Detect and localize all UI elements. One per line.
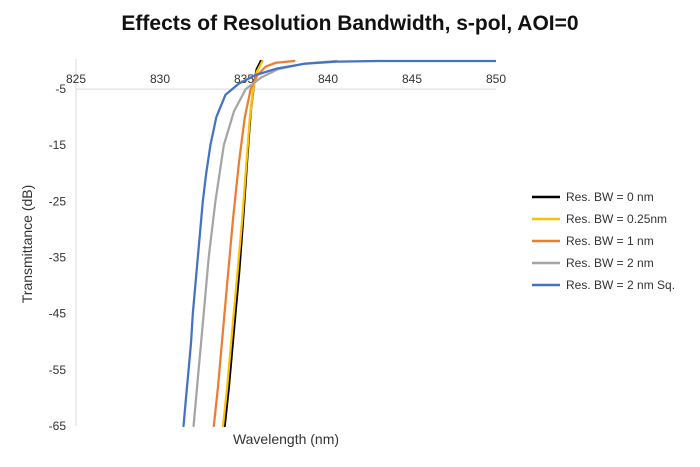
legend-item: Res. BW = 0.25nm <box>532 212 667 226</box>
legend-item: Res. BW = 2 nm Sq. <box>532 278 675 292</box>
y-tick-label: -25 <box>49 194 67 208</box>
y-tick-label: -65 <box>49 419 67 433</box>
legend-item: Res. BW = 2 nm <box>532 256 654 270</box>
x-tick-label: 850 <box>486 72 506 86</box>
legend-label: Res. BW = 2 nm <box>566 256 654 270</box>
x-tick-label: 840 <box>318 72 338 86</box>
series-line-4 <box>192 59 338 428</box>
legend-item: Res. BW = 0 nm <box>532 190 654 204</box>
y-tick-label: -55 <box>49 363 67 377</box>
y-tick-label: -35 <box>49 251 67 265</box>
series-line-2 <box>221 59 264 428</box>
axes-layer: 825 830 835 840 845 850-5-15-25-35-45-55-65 <box>49 59 506 433</box>
legend-label: Res. BW = 0 nm <box>566 190 654 204</box>
x-axis-title: Wavelength (nm) <box>233 431 339 447</box>
y-axis-title: Transmittance (dB) <box>19 185 35 304</box>
x-tick-label: 845 <box>402 72 422 86</box>
x-tick-label: 825 <box>66 72 86 86</box>
series-layer <box>182 59 496 428</box>
y-tick-label: -15 <box>49 138 67 152</box>
legend-label: Res. BW = 0.25nm <box>566 212 667 226</box>
legend-item: Res. BW = 1 nm <box>532 234 654 248</box>
x-tick-label: 830 <box>150 72 170 86</box>
chart-title: Effects of Resolution Bandwidth, s-pol, … <box>121 12 579 35</box>
legend-layer: Res. BW = 0 nm Res. BW = 0.25nm Res. BW = … <box>532 190 675 292</box>
series-line-5 <box>182 59 496 428</box>
legend-label: Res. BW = 1 nm <box>566 234 654 248</box>
y-tick-label: -45 <box>49 307 67 321</box>
y-tick-label: -5 <box>55 82 66 96</box>
legend-label: Res. BW = 2 nm Sq. <box>566 278 675 292</box>
series-line-3 <box>212 59 296 428</box>
